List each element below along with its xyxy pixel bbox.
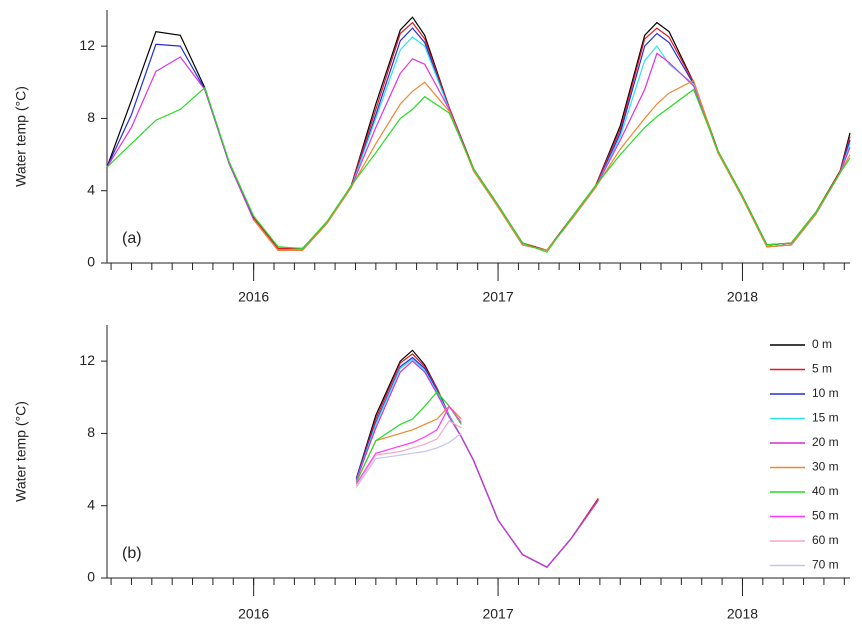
series-line (106, 86, 851, 253)
y-tick-label: 8 (87, 424, 95, 440)
legend-label: 15 m (812, 411, 839, 425)
series-line (355, 390, 462, 483)
legend-label: 40 m (812, 484, 839, 498)
y-axis-label: Water temp (°C) (13, 401, 29, 502)
y-tick-label: 4 (87, 496, 95, 512)
legend-label: 30 m (812, 460, 839, 474)
y-tick-label: 8 (87, 109, 95, 125)
x-tick-label: 2018 (727, 606, 758, 622)
series-line (355, 405, 462, 485)
x-tick-label: 2017 (482, 289, 513, 305)
y-tick-label: 0 (87, 254, 95, 270)
series-line (355, 419, 462, 487)
series-line (355, 432, 462, 488)
series-line (355, 405, 462, 483)
panel-label: (b) (122, 545, 142, 562)
legend-label: 20 m (812, 435, 839, 449)
series-line (253, 36, 851, 251)
x-tick-label: 2017 (482, 606, 513, 622)
legend-label: 50 m (812, 509, 839, 523)
legend-label: 5 m (812, 362, 832, 376)
panel-label: (a) (122, 230, 142, 247)
series-line (106, 16, 851, 251)
series-line (253, 21, 851, 251)
legend-label: 10 m (812, 386, 839, 400)
x-tick-label: 2016 (238, 289, 269, 305)
y-axis-label: Water temp (°C) (13, 86, 29, 187)
y-tick-label: 12 (79, 37, 95, 53)
y-tick-label: 4 (87, 181, 95, 197)
x-tick-label: 2018 (727, 289, 758, 305)
legend-label: 0 m (812, 337, 832, 351)
series-line (106, 52, 851, 251)
legend-label: 70 m (812, 558, 839, 572)
x-tick-label: 2016 (238, 606, 269, 622)
y-tick-label: 12 (79, 352, 95, 368)
series-line (253, 79, 851, 251)
series-line (355, 360, 599, 568)
legend-label: 60 m (812, 533, 839, 547)
y-tick-label: 0 (87, 569, 95, 585)
series-line (106, 27, 851, 251)
